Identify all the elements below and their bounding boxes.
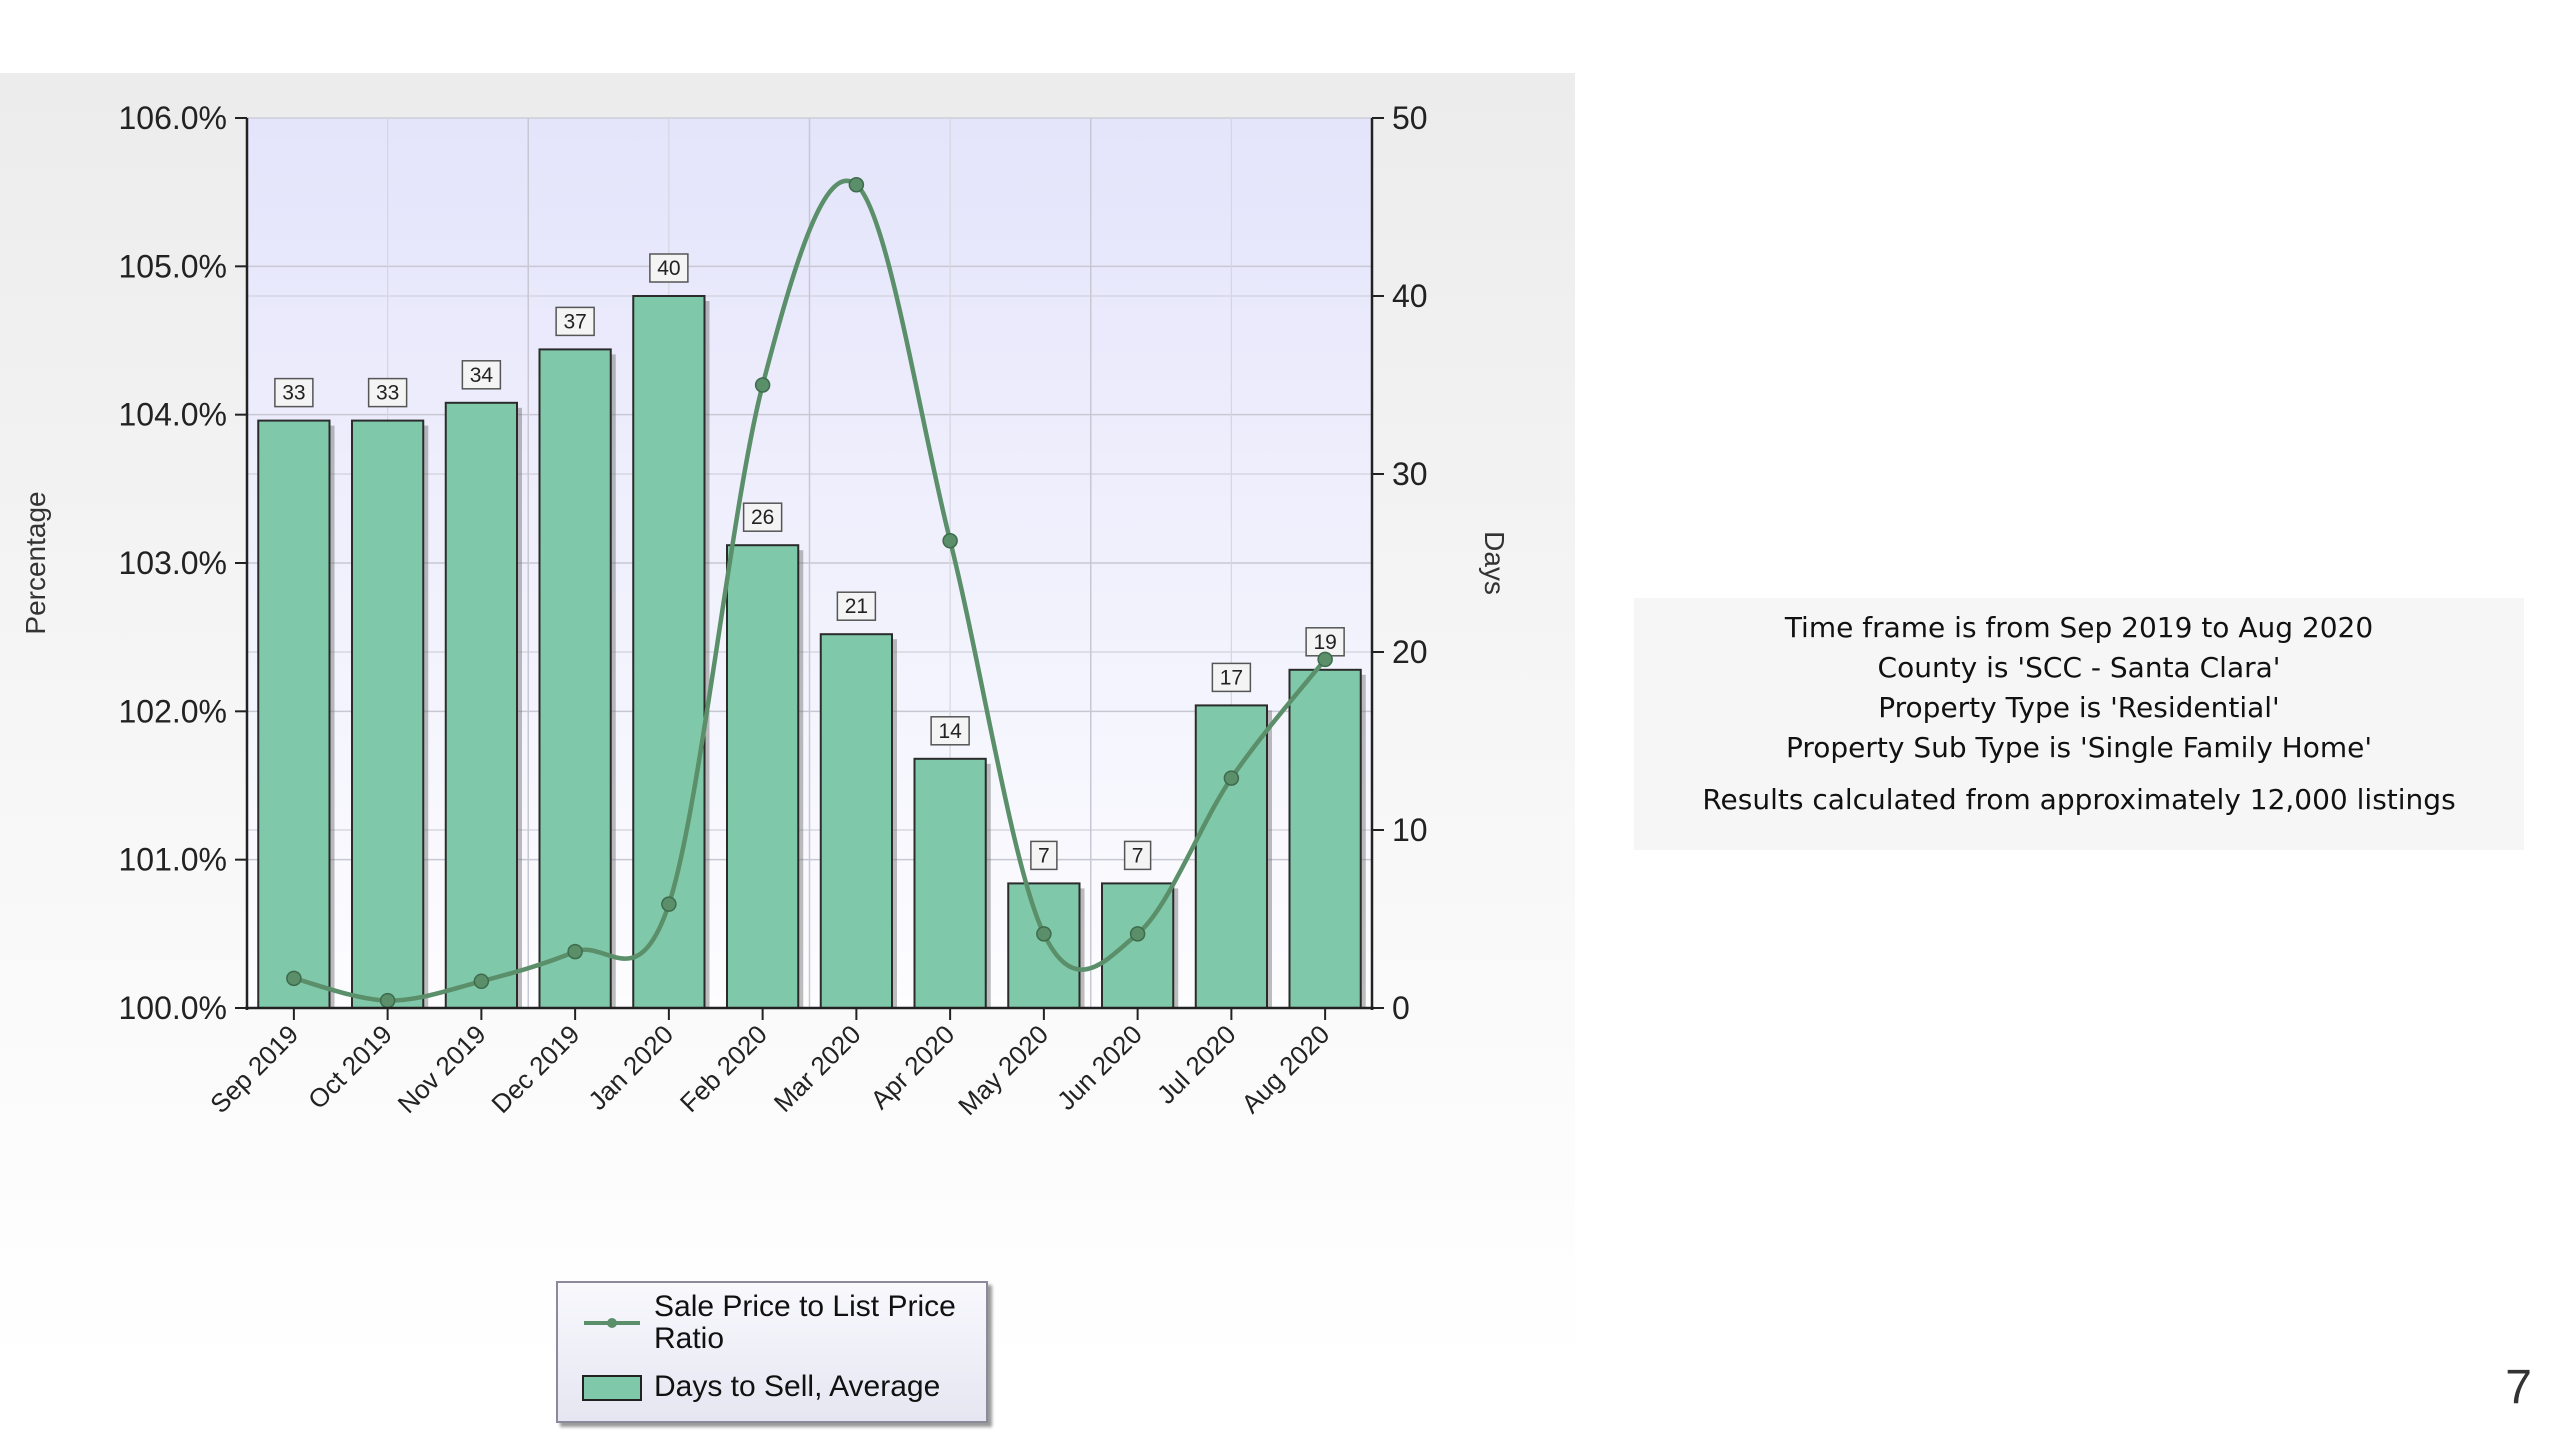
x-axis-tick-label: Jun 2020 [1051,1019,1148,1116]
left-axis-tick-label: 105.0% [118,248,227,284]
bar-value-label: 33 [282,382,305,405]
x-axis-tick-label: Dec 2019 [485,1019,585,1119]
bar-value-label-box [1030,840,1058,871]
ratio-point [1317,651,1333,668]
ratio-point [1129,926,1146,942]
bar-value-label-box [555,306,595,337]
legend-line-label: Sale Price to List Price Ratio [654,1291,956,1355]
bar [538,348,612,1009]
ratio-point [848,177,865,193]
bar-value-label: 7 [1038,844,1050,867]
bar-value-label-box [274,377,314,408]
right-axis-tick-label: 40 [1392,278,1428,314]
info-line-timeframe: Time frame is from Sep 2019 to Aug 2020 [1784,611,2374,644]
bar-value-label-box [1211,662,1252,693]
right-axis-tick-label: 20 [1392,634,1428,670]
bar-value-label: 17 [1220,666,1243,689]
bar-value-label-box [742,502,783,532]
left-axis-tick-label: 101.0% [118,842,227,878]
x-axis-tick-label: Mar 2020 [768,1019,867,1118]
legend-line-label-2: Ratio [654,1322,725,1355]
left-axis-tick-label: 103.0% [118,545,227,581]
ratio-point [379,992,396,1009]
bar-value-label: 33 [376,382,399,405]
bar-value-label-box [1305,627,1345,657]
x-axis-tick-label: Apr 2020 [865,1019,961,1115]
x-axis-tick-label: Feb 2020 [674,1019,773,1118]
x-axis-tick-label: Sep 2019 [204,1019,304,1119]
bar-value-label-box [930,716,970,746]
ratio-point [567,943,583,960]
bar-value-label: 14 [938,720,962,743]
bar-value-label: 26 [751,506,774,529]
left-axis-tick-label: 106.0% [118,100,227,136]
legend-line-swatch [584,1318,640,1328]
bar-value-label-box [461,360,502,390]
bar [819,633,893,1009]
bar-value-label: 21 [845,595,868,618]
left-axis-tick-label: 102.0% [118,693,227,729]
x-axis-tick-label: Nov 2019 [392,1019,492,1119]
x-axis-tick-label: Jan 2020 [582,1019,679,1116]
ratio-point [1223,770,1240,786]
ratio-point [473,973,490,990]
left-axis-title: Percentage [20,491,51,634]
info-line-property-sub-type: Property Sub Type is 'Single Family Home… [1785,731,2373,764]
bar [1194,704,1268,1010]
right-axis-tick-label: 0 [1392,990,1410,1026]
bar-value-label: 40 [657,257,680,280]
legend-bar-label: Days to Sell, Average [654,1370,941,1403]
bar [257,419,331,1010]
bar-value-label-box [1123,840,1152,871]
bar-value-label-box [367,377,408,408]
left-axis-tick-label: 100.0% [118,990,227,1026]
chart-legend: Sale Price to List Price Ratio Days to S… [556,1281,988,1423]
info-line-results: Results calculated from approximately 12… [1702,783,2456,816]
ratio-point [942,533,958,549]
bar [1007,882,1081,1010]
legend-line-label-1: Sale Price to List Price [654,1290,956,1323]
left-axis-tick-label: 104.0% [118,397,227,433]
x-axis-tick-label: Oct 2019 [302,1019,398,1115]
bar-value-label: 7 [1132,844,1144,867]
legend-bar-swatch [582,1375,642,1401]
info-line-county: County is 'SCC - Santa Clara' [1877,651,2281,684]
info-line-property-type: Property Type is 'Residential' [1878,691,2280,724]
chart-panel: 33 33 34 37 40 26 21 14 7 7 17 19 100.0% 101.0% 102.0%… [0,73,1575,1423]
info-panel: Time frame is from Sep 2019 to Aug 2020 … [1634,598,2524,850]
bar-value-label: 37 [563,310,586,333]
bar [1288,668,1362,1009]
bar-value-label-box [649,253,689,283]
right-axis-title: Days [1479,531,1510,595]
bar [726,544,800,1009]
bar [913,757,987,1009]
ratio-point [754,377,771,393]
x-axis-tick-label: Aug 2020 [1235,1019,1335,1119]
bar [632,295,706,1009]
right-axis-tick-label: 50 [1392,100,1428,136]
bar-value-label: 19 [1313,631,1336,654]
bar [444,401,518,1009]
bar [351,419,425,1010]
x-axis-tick-label: May 2020 [952,1019,1054,1121]
ratio-point [661,896,677,912]
page-number: 7 [2505,1361,2532,1414]
right-axis-tick-label: 10 [1392,812,1428,848]
right-axis-tick-label: 30 [1392,456,1428,492]
ratio-point [286,970,302,987]
ratio-point [1036,926,1052,942]
combo-chart: 33 33 34 37 40 26 21 14 7 7 17 19 100.0% 101.0% 102.0%… [20,100,1510,1121]
bar-value-label: 34 [470,364,494,387]
x-axis-tick-label: Jul 2020 [1151,1019,1242,1110]
bar-value-label-box [836,591,877,621]
